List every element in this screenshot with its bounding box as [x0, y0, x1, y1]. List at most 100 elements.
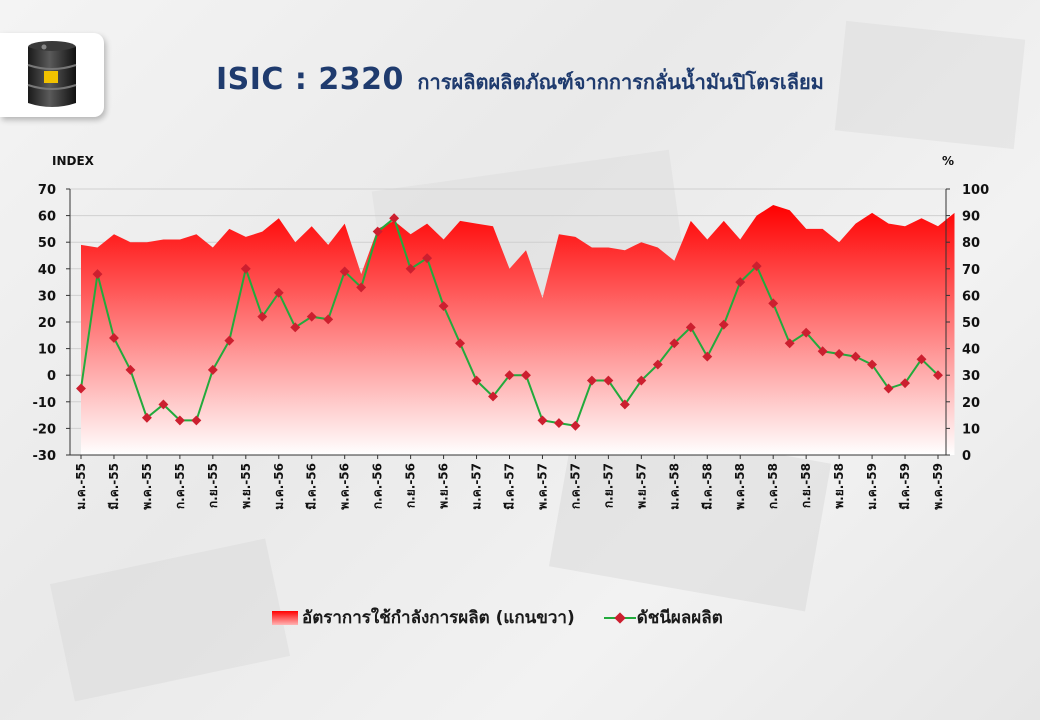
- left-axis-label: INDEX: [52, 154, 95, 168]
- line-point: [850, 351, 861, 362]
- legend: อัตราการใช้กำลังการผลิต (แกนขวา) ดัชนีผล…: [272, 604, 723, 631]
- line-point: [883, 383, 894, 394]
- line-point: [784, 338, 795, 349]
- x-tick-label: ก.ค.-55: [173, 463, 187, 509]
- line-point: [422, 253, 433, 264]
- series-area-capacity: [81, 205, 955, 455]
- x-tick-label: มี.ค.-55: [107, 463, 121, 510]
- oil-barrel-icon: [27, 41, 77, 107]
- line-point: [273, 287, 284, 298]
- right-axis-label: %: [942, 154, 954, 168]
- left-tick-label: -20: [33, 422, 57, 437]
- line-point: [372, 226, 383, 237]
- line-point: [191, 415, 202, 426]
- line-point: [900, 378, 910, 389]
- x-tick-label: พ.ย.-55: [239, 463, 253, 509]
- x-tick-label: ม.ค.-57: [470, 463, 484, 510]
- line-point: [488, 391, 498, 402]
- left-tick-label: 50: [38, 236, 56, 251]
- x-tick-label: พ.ค.-55: [140, 463, 154, 510]
- legend-area-label: อัตราการใช้กำลังการผลิต (แกนขวา): [302, 608, 575, 628]
- x-tick-label: มี.ค.-57: [503, 463, 517, 510]
- line-point: [933, 370, 943, 381]
- line-point: [537, 415, 548, 426]
- x-tick-label: ม.ค.-55: [74, 463, 88, 510]
- line-point: [586, 375, 597, 386]
- line-point: [768, 298, 779, 309]
- x-tick-label: ม.ค.-59: [865, 463, 879, 510]
- x-tick-label: พ.ค.-56: [338, 463, 352, 510]
- right-tick-label: 100: [962, 183, 989, 198]
- right-tick-label: 10: [962, 422, 980, 437]
- right-tick-label: 60: [962, 289, 980, 304]
- x-tick-label: พ.ย.-56: [437, 463, 451, 509]
- line-point: [141, 412, 152, 423]
- line-point: [471, 375, 482, 386]
- page-title: ISIC : 2320 การผลิตผลิตภัณฑ์จากการกลั่นน…: [216, 62, 824, 98]
- x-tick-label: ก.ค.-58: [766, 463, 780, 509]
- x-tick-label: ม.ค.-56: [272, 463, 286, 510]
- line-point: [339, 266, 350, 277]
- line-point: [290, 322, 301, 333]
- line-point: [751, 261, 762, 272]
- left-tick-label: 40: [38, 263, 56, 278]
- line-point: [669, 338, 680, 349]
- line-point: [521, 370, 531, 381]
- line-point: [735, 277, 746, 288]
- line-point: [438, 301, 449, 311]
- line-point: [504, 370, 515, 381]
- line-point: [636, 375, 647, 386]
- line-point: [834, 348, 845, 359]
- line-point: [158, 399, 169, 410]
- line-point: [652, 359, 663, 370]
- x-tick-label: พ.ค.-59: [931, 463, 945, 510]
- line-point: [174, 415, 185, 426]
- left-tick-label: 10: [38, 343, 56, 358]
- line-point: [257, 311, 268, 322]
- x-tick-label: มี.ค.-58: [700, 463, 714, 510]
- line-point: [570, 420, 581, 431]
- legend-area-swatch: [272, 610, 298, 625]
- x-tick-label: พ.ค.-57: [535, 463, 549, 510]
- x-tick-label: ก.ย.-57: [601, 463, 615, 508]
- line-point: [306, 311, 317, 322]
- legend-line-item: ดัชนีผลผลิต: [603, 604, 723, 631]
- x-tick-label: ก.ค.-57: [568, 463, 582, 509]
- right-tick-label: 0: [962, 449, 971, 464]
- x-tick-label: ก.ย.-55: [206, 463, 220, 508]
- line-point: [356, 282, 367, 293]
- line-point: [405, 263, 416, 274]
- left-tick-label: -10: [33, 396, 57, 411]
- title-code: ISIC : 2320: [216, 62, 404, 97]
- right-tick-label: 50: [962, 316, 980, 331]
- line-point: [603, 375, 614, 386]
- title-name: การผลิตผลิตภัณฑ์จากการกลั่นน้ำมันปิโตรเล…: [417, 70, 824, 94]
- line-point: [817, 346, 828, 357]
- line-point: [685, 322, 696, 333]
- right-tick-label: 70: [962, 263, 980, 278]
- line-point: [389, 213, 400, 224]
- line-point: [702, 351, 713, 362]
- x-tick-label: มี.ค.-59: [898, 463, 912, 510]
- x-tick-label: พ.ค.-58: [733, 463, 747, 510]
- chart: -30 -20 -10 0 10 20 30 40 50 60 70 0 10 20 30 40 50 60 70 8…: [33, 154, 990, 510]
- line-point: [207, 364, 218, 375]
- line-point: [323, 314, 334, 325]
- line-point: [801, 327, 812, 338]
- x-tick-label: ก.ย.-58: [799, 463, 813, 508]
- left-tick-label: 0: [47, 369, 56, 384]
- icon-card: [0, 33, 104, 117]
- line-point: [455, 338, 466, 349]
- x-tick-label: ม.ค.-58: [667, 463, 681, 510]
- right-tick-label: 30: [962, 369, 980, 384]
- x-tick-label: มี.ค.-56: [305, 463, 319, 510]
- right-tick-label: 20: [962, 396, 980, 411]
- x-tick-label: พ.ย.-58: [832, 463, 846, 509]
- line-point: [619, 399, 630, 410]
- left-tick-label: 70: [38, 183, 56, 198]
- x-tick-label: ก.ย.-56: [404, 463, 418, 508]
- left-tick-label: -30: [33, 449, 57, 464]
- line-point: [240, 263, 251, 274]
- right-tick-label: 80: [962, 236, 980, 251]
- line-point: [224, 335, 235, 346]
